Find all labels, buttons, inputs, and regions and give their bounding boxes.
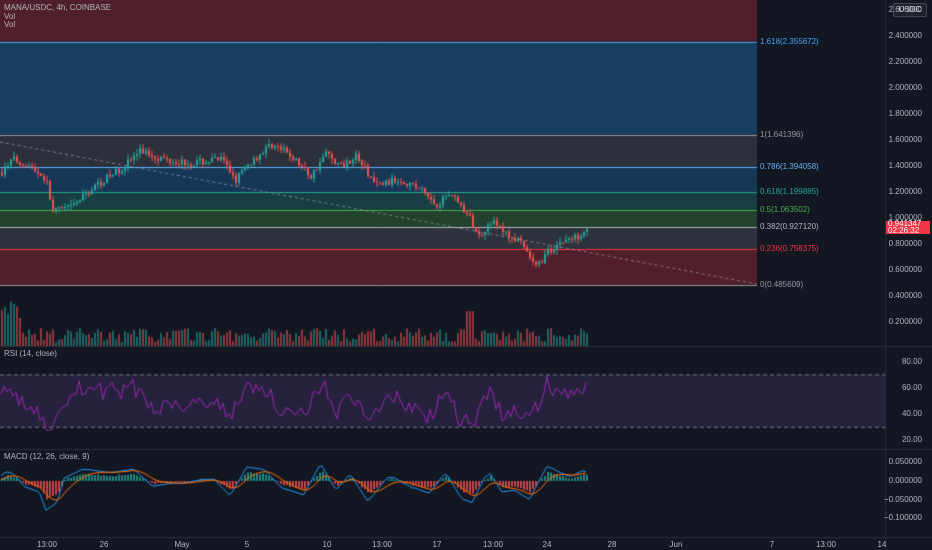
price-axis-tick: 2.400000 bbox=[888, 31, 922, 40]
price-axis-tick: 0.600000 bbox=[888, 265, 922, 274]
price-axis-tick: 1.800000 bbox=[888, 109, 922, 118]
time-axis-tick: 13:00 bbox=[815, 540, 837, 549]
price-axis-tick: 0.400000 bbox=[888, 291, 922, 300]
price-axis-tick: 2.600000 bbox=[888, 5, 922, 14]
time-axis-tick: May bbox=[174, 540, 190, 549]
fib-level-label: 1(1.641396) bbox=[760, 129, 804, 139]
fib-level-label: 0.618(1.199885) bbox=[760, 187, 819, 196]
time-axis-tick: 10 bbox=[322, 540, 332, 549]
symbol-title[interactable]: MANA/USDC, 4h, COINBASE bbox=[4, 3, 112, 12]
fib-level-label: 0(0.485609) bbox=[760, 279, 804, 289]
current-price: 0.941347 bbox=[888, 219, 922, 228]
time-axis-tick: 14 bbox=[877, 540, 887, 549]
rsi-label[interactable]: RSI (14, close) bbox=[4, 349, 57, 358]
fib-level-label: 1.618(2.355672) bbox=[760, 36, 819, 46]
rsi-axis-tick: 40.00 bbox=[901, 409, 922, 419]
time-axis-tick: 7 bbox=[769, 540, 775, 549]
price-axis-tick: 2.000000 bbox=[888, 83, 922, 92]
price-axis-tick: 1.400000 bbox=[888, 161, 922, 170]
rsi-axis-tick: 20.00 bbox=[901, 435, 922, 445]
time-axis-tick: 13:00 bbox=[36, 540, 58, 549]
macd-label[interactable]: MACD (12, 26, close, 9) bbox=[4, 452, 90, 461]
fib-level-label: 0.382(0.927120) bbox=[760, 222, 819, 232]
current-price-tag: 0.941347 02:26:32 bbox=[886, 219, 930, 235]
price-axis-tick: 2.200000 bbox=[888, 57, 922, 66]
rsi-axis-tick: 80.00 bbox=[901, 356, 922, 366]
macd-axis-tick: 0.050000 bbox=[888, 457, 922, 467]
time-axis-tick: 13:00 bbox=[482, 540, 504, 549]
macd-axis-tick: 0.000000 bbox=[888, 476, 922, 485]
price-axis-tick: 1.200000 bbox=[888, 187, 922, 196]
macd-axis-tick: −0.100000 bbox=[883, 513, 922, 523]
volume-label[interactable]: Vol bbox=[4, 12, 16, 21]
price-axis-tick: 0.800000 bbox=[888, 239, 922, 248]
bar-countdown: 02:26:32 bbox=[888, 225, 920, 235]
price-axis-tick: 1.000000 bbox=[888, 213, 922, 222]
fib-level-label: 0.786(1.394058) bbox=[760, 161, 819, 171]
volume-label-2[interactable]: Vol bbox=[4, 20, 16, 29]
time-axis-tick: 26 bbox=[99, 540, 109, 549]
fib-level-label: 0.236(0.758375) bbox=[760, 244, 819, 254]
time-axis-tick: Jun bbox=[669, 540, 683, 549]
price-axis-tick: 1.600000 bbox=[888, 135, 922, 144]
fib-level-label: 0.5(1.063502) bbox=[760, 204, 810, 214]
price-axis-tick: 0.200000 bbox=[888, 317, 922, 326]
macd-axis-tick: −0.050000 bbox=[883, 494, 922, 504]
currency-badge[interactable]: USDC bbox=[893, 3, 927, 17]
time-axis-tick: 5 bbox=[244, 540, 250, 549]
time-axis-tick: 13:00 bbox=[371, 540, 393, 549]
time-axis-tick: 24 bbox=[542, 540, 552, 549]
time-axis-tick: 17 bbox=[432, 540, 442, 549]
rsi-axis-tick: 60.00 bbox=[901, 383, 922, 392]
time-axis-tick: 28 bbox=[607, 540, 617, 549]
